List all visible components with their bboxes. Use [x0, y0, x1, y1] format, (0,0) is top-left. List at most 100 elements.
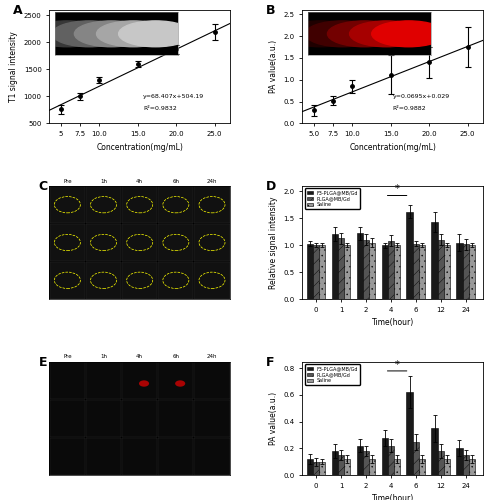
Circle shape	[175, 380, 185, 386]
X-axis label: Time(hour): Time(hour)	[372, 318, 414, 328]
Text: 6h: 6h	[173, 354, 179, 360]
Bar	[122, 186, 157, 224]
Bar	[431, 428, 438, 475]
Bar	[319, 462, 325, 475]
Bar	[158, 362, 193, 399]
Text: 6h: 6h	[173, 178, 179, 184]
Bar	[406, 392, 413, 475]
Text: Pre: Pre	[63, 178, 71, 184]
Bar	[406, 212, 413, 299]
Bar	[50, 400, 85, 437]
Bar	[122, 438, 157, 474]
Bar	[158, 186, 193, 224]
Bar	[369, 242, 375, 299]
Y-axis label: PA value(a.u.): PA value(a.u.)	[269, 40, 278, 94]
Text: B: B	[266, 4, 276, 18]
Bar	[313, 462, 319, 475]
Text: E: E	[38, 356, 47, 369]
Text: 24h: 24h	[207, 178, 217, 184]
Bar	[356, 446, 363, 475]
Bar	[363, 451, 369, 475]
Bar	[394, 245, 400, 299]
Bar	[344, 245, 351, 299]
Text: R²=0.9882: R²=0.9882	[393, 106, 426, 111]
Bar	[86, 224, 121, 261]
Bar	[122, 224, 157, 261]
Text: *: *	[395, 360, 399, 370]
Bar	[338, 238, 344, 299]
Bar	[419, 459, 425, 475]
Y-axis label: T1 signal intensity: T1 signal intensity	[9, 32, 18, 102]
Bar	[122, 262, 157, 299]
Bar	[194, 186, 230, 224]
Bar	[388, 241, 394, 299]
X-axis label: Concentration(mg/mL): Concentration(mg/mL)	[96, 142, 183, 152]
Text: 1h: 1h	[100, 178, 107, 184]
Bar	[419, 245, 425, 299]
Text: y=68.407x+504.19: y=68.407x+504.19	[143, 94, 205, 100]
Bar	[194, 224, 230, 261]
Bar	[344, 459, 351, 475]
Bar	[313, 245, 319, 299]
Bar	[462, 244, 469, 299]
Bar	[122, 400, 157, 437]
Legend: F3-PLGA@MB/Gd, PLGA@MB/Gd, Saline: F3-PLGA@MB/Gd, PLGA@MB/Gd, Saline	[305, 364, 360, 385]
Bar	[319, 245, 325, 299]
Bar	[86, 186, 121, 224]
Bar	[332, 234, 338, 299]
Bar	[438, 240, 444, 299]
Bar	[50, 186, 85, 224]
Bar	[413, 244, 419, 299]
Bar	[462, 455, 469, 475]
Text: 4h: 4h	[136, 354, 143, 360]
Text: R²=0.9832: R²=0.9832	[143, 106, 177, 111]
Bar	[194, 362, 230, 399]
Bar	[158, 400, 193, 437]
Bar	[86, 262, 121, 299]
Text: 1h: 1h	[100, 354, 107, 360]
Bar	[469, 245, 475, 299]
Bar	[332, 451, 338, 475]
Bar	[122, 362, 157, 399]
Bar	[86, 438, 121, 474]
Y-axis label: PA value(a.u.): PA value(a.u.)	[269, 392, 278, 445]
Text: C: C	[38, 180, 48, 193]
Bar	[158, 224, 193, 261]
Text: *: *	[395, 184, 399, 194]
Bar	[444, 459, 450, 475]
Bar	[86, 362, 121, 399]
Bar	[369, 459, 375, 475]
Text: D: D	[266, 180, 277, 193]
Bar	[382, 245, 388, 299]
Bar	[338, 455, 344, 475]
Bar	[413, 442, 419, 475]
Bar	[363, 240, 369, 299]
Bar	[444, 245, 450, 299]
Y-axis label: Relative signal intensity: Relative signal intensity	[269, 196, 278, 289]
Circle shape	[139, 380, 149, 386]
Bar	[158, 438, 193, 474]
Bar	[194, 438, 230, 474]
X-axis label: Time(hour): Time(hour)	[372, 494, 414, 500]
Bar	[457, 242, 462, 299]
Text: Pre: Pre	[63, 354, 71, 360]
Bar	[438, 451, 444, 475]
Text: A: A	[13, 4, 23, 18]
Bar	[431, 222, 438, 299]
Bar	[50, 224, 85, 261]
Bar	[50, 362, 85, 399]
Bar	[50, 438, 85, 474]
Bar	[457, 448, 462, 475]
Bar	[50, 262, 85, 299]
Bar	[382, 438, 388, 475]
Bar	[394, 459, 400, 475]
Bar	[158, 262, 193, 299]
X-axis label: Concentration(mg/mL): Concentration(mg/mL)	[350, 142, 436, 152]
Bar	[194, 400, 230, 437]
Text: 4h: 4h	[136, 178, 143, 184]
Bar	[307, 244, 313, 299]
Bar	[388, 446, 394, 475]
Text: 24h: 24h	[207, 354, 217, 360]
Bar	[469, 459, 475, 475]
Bar	[86, 400, 121, 437]
